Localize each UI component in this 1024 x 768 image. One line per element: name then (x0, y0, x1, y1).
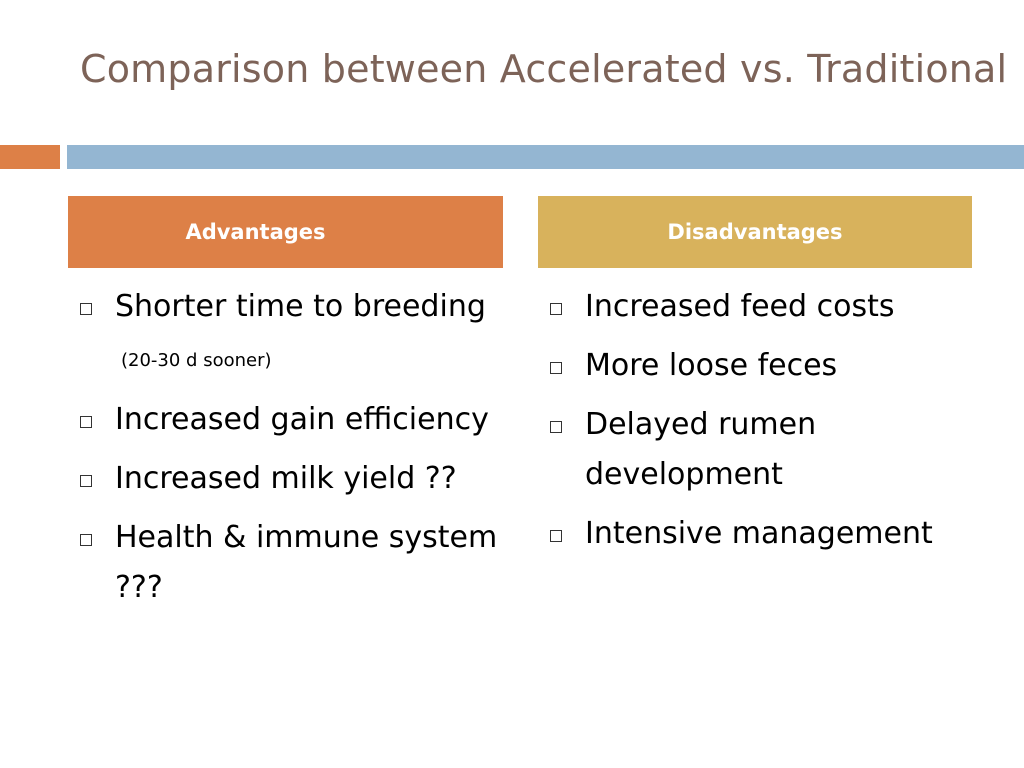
list-item-text: Intensive management (585, 516, 933, 551)
square-bullet-icon (550, 530, 562, 542)
list-item-text: Delayed rumen development (585, 407, 817, 492)
list-item: Intensive management (550, 509, 990, 559)
square-bullet-icon (80, 534, 92, 546)
list-item: Delayed rumen development (550, 400, 990, 500)
list-item-text: Increased milk yield ?? (115, 461, 457, 496)
list-item-text: Health & immune system ??? (115, 520, 498, 605)
square-bullet-icon (550, 421, 562, 433)
advantages-header-label: Advantages (185, 220, 326, 244)
accent-bar-blue (67, 145, 1024, 169)
list-item: Increased feed costs (550, 282, 990, 332)
square-bullet-icon (80, 303, 92, 315)
list-item-text: Shorter time to breeding (115, 289, 486, 324)
disadvantages-header: Disadvantages (538, 196, 972, 268)
list-item-text: Increased gain efficiency (115, 402, 489, 437)
list-item: More loose feces (550, 341, 990, 391)
list-item-note: (20-30 d sooner) (121, 350, 272, 371)
advantages-list: Shorter time to breeding (20-30 d sooner… (80, 282, 510, 622)
accent-bar-orange (0, 145, 60, 169)
slide-title: Comparison between Accelerated vs. Tradi… (80, 47, 1008, 91)
advantages-header: Advantages (68, 196, 503, 268)
square-bullet-icon (80, 416, 92, 428)
list-item-text: More loose feces (585, 348, 838, 383)
square-bullet-icon (550, 303, 562, 315)
disadvantages-header-label: Disadvantages (667, 220, 843, 244)
list-item: Health & immune system ??? (80, 513, 510, 613)
list-item: Increased milk yield ?? (80, 454, 510, 504)
list-item: Shorter time to breeding (20-30 d sooner… (80, 282, 510, 386)
square-bullet-icon (80, 475, 92, 487)
disadvantages-list: Increased feed costs More loose feces De… (550, 282, 990, 568)
list-item: Increased gain efficiency (80, 395, 510, 445)
list-item-text: Increased feed costs (585, 289, 895, 324)
square-bullet-icon (550, 362, 562, 374)
